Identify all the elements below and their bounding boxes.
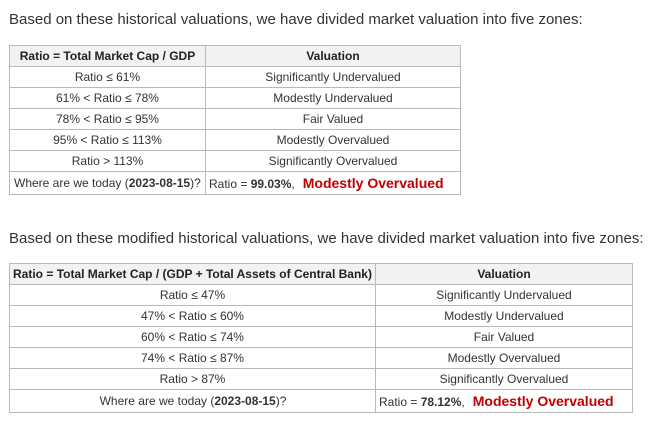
ratio-cell: Ratio ≤ 47% [9, 284, 376, 306]
table-header-row: Ratio = Total Market Cap / (GDP + Total … [9, 263, 633, 285]
ratio-cell: Ratio > 113% [9, 150, 206, 172]
today-value: Ratio = 99.03%, Modestly Overvalued [205, 171, 461, 195]
valuation-cell: Fair Valued [375, 326, 633, 348]
section1-intro: Based on these historical valuations, we… [9, 11, 583, 28]
valuation-cell: Significantly Undervalued [375, 284, 633, 306]
verdict-text: Modestly Overvalued [302, 175, 444, 191]
today-date: 2023-08-15 [214, 394, 276, 408]
valuation-cell: Modestly Undervalued [375, 305, 633, 327]
ratio-value: 78.12% [420, 395, 462, 409]
table-row: Ratio ≤ 47% Significantly Undervalued [9, 284, 633, 306]
table-row: Ratio > 113% Significantly Overvalued [9, 150, 461, 172]
today-row: Where are we today (2023-08-15)? Ratio =… [9, 389, 633, 413]
today-label-prefix: Where are we today ( [14, 176, 129, 190]
valuation-table-2: Ratio = Total Market Cap / (GDP + Total … [9, 263, 633, 413]
ratio-cell: 47% < Ratio ≤ 60% [9, 305, 376, 327]
valuation-cell: Significantly Overvalued [375, 368, 633, 390]
today-label: Where are we today (2023-08-15)? [9, 389, 376, 413]
valuation-cell: Fair Valued [205, 108, 461, 130]
ratio-cell: Ratio > 87% [9, 368, 376, 390]
table-row: 74% < Ratio ≤ 87% Modestly Overvalued [9, 347, 633, 369]
ratio-cell: 78% < Ratio ≤ 95% [9, 108, 206, 130]
ratio-cell: Ratio ≤ 61% [9, 66, 206, 88]
table-row: 60% < Ratio ≤ 74% Fair Valued [9, 326, 633, 348]
valuation-cell: Significantly Undervalued [205, 66, 461, 88]
today-row: Where are we today (2023-08-15)? Ratio =… [9, 171, 461, 195]
valuation-table-1: Ratio = Total Market Cap / GDP Valuation… [9, 45, 461, 195]
ratio-suffix: , [461, 395, 465, 409]
today-label-prefix: Where are we today ( [99, 394, 215, 408]
section2-intro: Based on these modified historical valua… [9, 230, 644, 247]
table-row: Ratio ≤ 61% Significantly Undervalued [9, 66, 461, 88]
today-label-suffix: )? [190, 176, 201, 190]
valuation-column-header: Valuation [205, 45, 461, 67]
today-value: Ratio = 78.12%, Modestly Overvalued [375, 389, 633, 413]
valuation-cell: Modestly Overvalued [375, 347, 633, 369]
valuation-cell: Modestly Overvalued [205, 129, 461, 151]
table-row: 47% < Ratio ≤ 60% Modestly Undervalued [9, 305, 633, 327]
ratio-column-header: Ratio = Total Market Cap / (GDP + Total … [9, 263, 376, 285]
ratio-prefix: Ratio = [209, 177, 251, 191]
verdict-text: Modestly Overvalued [472, 393, 614, 409]
valuation-cell: Modestly Undervalued [205, 87, 461, 109]
valuation-column-header: Valuation [375, 263, 633, 285]
ratio-column-header: Ratio = Total Market Cap / GDP [9, 45, 206, 67]
today-date: 2023-08-15 [128, 176, 191, 190]
today-label-suffix: )? [275, 394, 287, 408]
ratio-cell: 95% < Ratio ≤ 113% [9, 129, 206, 151]
ratio-cell: 60% < Ratio ≤ 74% [9, 326, 376, 348]
ratio-cell: 74% < Ratio ≤ 87% [9, 347, 376, 369]
table-header-row: Ratio = Total Market Cap / GDP Valuation [9, 45, 461, 67]
today-label: Where are we today (2023-08-15)? [9, 171, 206, 195]
table-row: 78% < Ratio ≤ 95% Fair Valued [9, 108, 461, 130]
valuation-cell: Significantly Overvalued [205, 150, 461, 172]
table-row: 61% < Ratio ≤ 78% Modestly Undervalued [9, 87, 461, 109]
table-row: Ratio > 87% Significantly Overvalued [9, 368, 633, 390]
ratio-prefix: Ratio = [379, 395, 421, 409]
ratio-suffix: , [291, 177, 295, 191]
ratio-cell: 61% < Ratio ≤ 78% [9, 87, 206, 109]
table-row: 95% < Ratio ≤ 113% Modestly Overvalued [9, 129, 461, 151]
ratio-value: 99.03% [250, 177, 292, 191]
